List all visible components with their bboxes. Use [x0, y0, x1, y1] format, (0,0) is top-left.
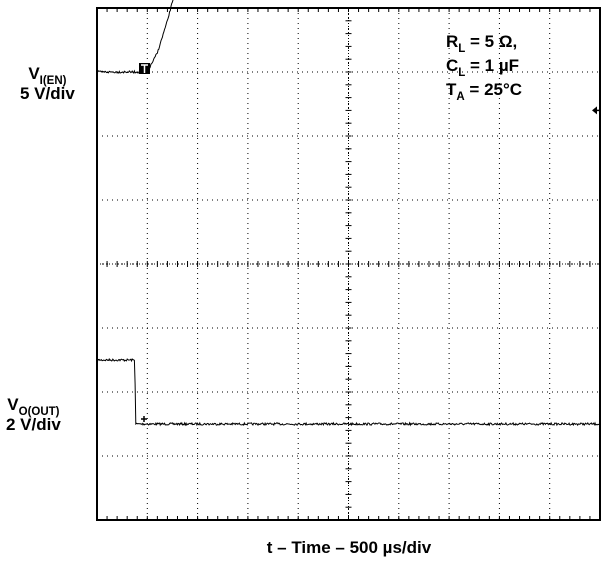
condition-cl: CL = 1 µF	[446, 56, 520, 79]
trigger-level-marker	[592, 106, 597, 115]
ch1-scale: 5 V/div	[20, 84, 75, 103]
plot-frame	[96, 7, 601, 521]
channel-2-label: VO(OUT) 2 V/div	[6, 395, 61, 435]
x-axis-label: t – Time – 500 µs/div	[266, 538, 432, 557]
ch2-subscript: O(OUT)	[18, 406, 60, 418]
ch2-scale: 2 V/div	[6, 415, 61, 434]
test-conditions: RL = 5 Ω, CL = 1 µF TA = 25°C	[446, 30, 523, 103]
trace-markers	[139, 63, 600, 422]
grid	[96, 7, 601, 521]
traces	[96, 0, 601, 427]
trigger-marker-glyph	[141, 64, 148, 73]
ch1-symbol: V	[28, 64, 40, 83]
trace-1	[96, 357, 601, 427]
channel-1-label: VI(EN) 5 V/div	[20, 64, 75, 104]
condition-rl: RL = 5 Ω,	[446, 32, 518, 55]
ch2-symbol: V	[7, 395, 19, 414]
ch1-subscript: I(EN)	[39, 75, 67, 87]
condition-ta: TA = 25°C	[446, 80, 523, 103]
